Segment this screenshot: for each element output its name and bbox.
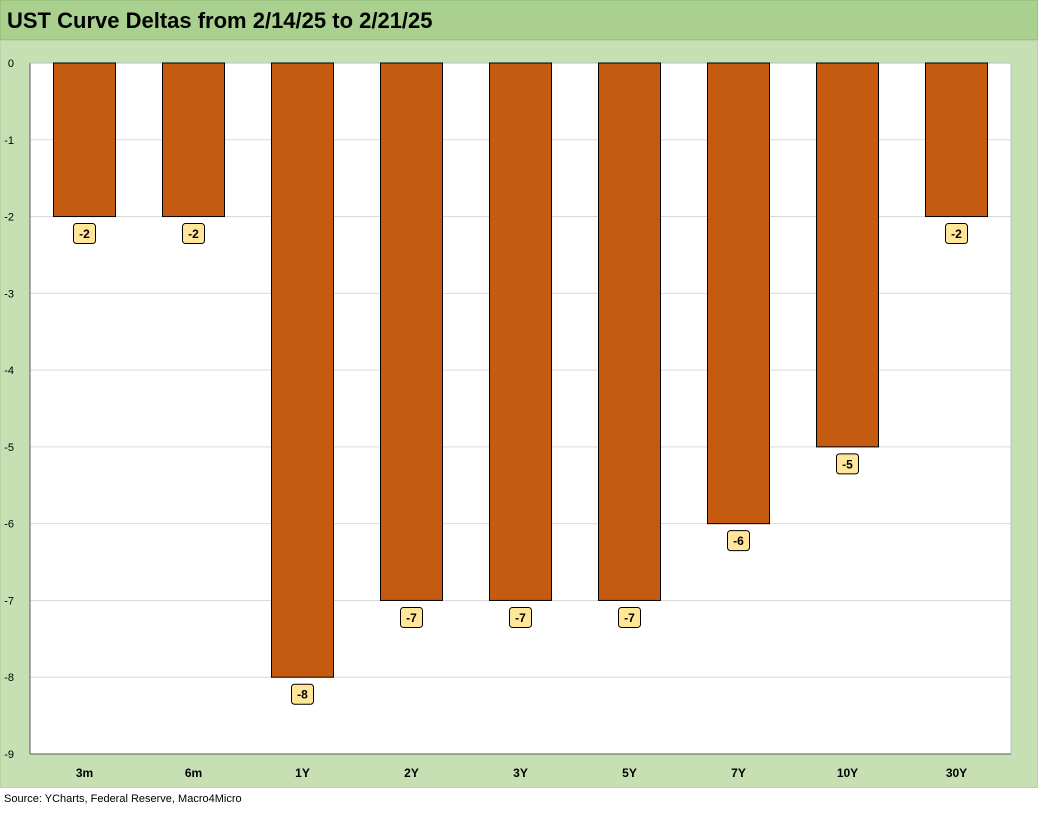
- y-tick-label: -2: [4, 212, 14, 224]
- data-label: -7: [515, 611, 526, 625]
- x-tick-label: 7Y: [731, 766, 746, 780]
- y-tick-label: 0: [8, 58, 14, 70]
- x-tick-label: 10Y: [837, 766, 858, 780]
- data-label-box: [400, 606, 423, 628]
- data-label-box: [73, 223, 96, 245]
- x-tick-label: 2Y: [404, 766, 419, 780]
- data-label-box: [945, 223, 968, 245]
- bar-7Y: [707, 62, 770, 525]
- y-tick-label: -8: [4, 672, 14, 684]
- data-label-box: [618, 606, 641, 628]
- x-tick-label: 3Y: [513, 766, 528, 780]
- bar-2Y: [380, 62, 443, 601]
- y-tick-label: -6: [4, 519, 14, 531]
- data-label: -7: [624, 611, 635, 625]
- data-label: -6: [733, 534, 744, 548]
- y-tick-label: -7: [4, 595, 14, 607]
- chart-title: UST Curve Deltas from 2/14/25 to 2/21/25: [7, 8, 433, 33]
- x-tick-label: 1Y: [295, 766, 310, 780]
- bar-6m: [162, 62, 225, 218]
- y-tick-label: -9: [4, 749, 14, 761]
- x-tick-label: 30Y: [946, 766, 967, 780]
- data-label-box: [509, 606, 532, 628]
- y-tick-label: -3: [4, 288, 14, 300]
- y-tick-label: -5: [4, 442, 14, 454]
- data-label-box: [727, 530, 750, 552]
- bar-3m: [53, 62, 116, 218]
- data-label: -8: [297, 688, 308, 702]
- bar-5Y: [598, 62, 661, 601]
- x-tick-label: 3m: [76, 766, 93, 780]
- data-label-box: [291, 683, 314, 705]
- y-tick-label: -1: [4, 135, 14, 147]
- data-label: -2: [79, 227, 90, 241]
- data-label-box: [182, 223, 205, 245]
- data-label: -2: [951, 227, 962, 241]
- bar-1Y: [271, 62, 334, 678]
- title-bar: UST Curve Deltas from 2/14/25 to 2/21/25: [0, 0, 1038, 40]
- source-note: Source: YCharts, Federal Reserve, Macro4…: [4, 793, 242, 805]
- bar-10Y: [816, 62, 879, 448]
- data-label: -7: [406, 611, 417, 625]
- data-label-box: [836, 453, 859, 475]
- x-tick-label: 5Y: [622, 766, 637, 780]
- bar-3Y: [489, 62, 552, 601]
- y-tick-label: -4: [4, 365, 14, 377]
- x-tick-label: 6m: [185, 766, 202, 780]
- data-label: -2: [188, 227, 199, 241]
- data-label: -5: [842, 457, 853, 471]
- bar-30Y: [925, 62, 988, 218]
